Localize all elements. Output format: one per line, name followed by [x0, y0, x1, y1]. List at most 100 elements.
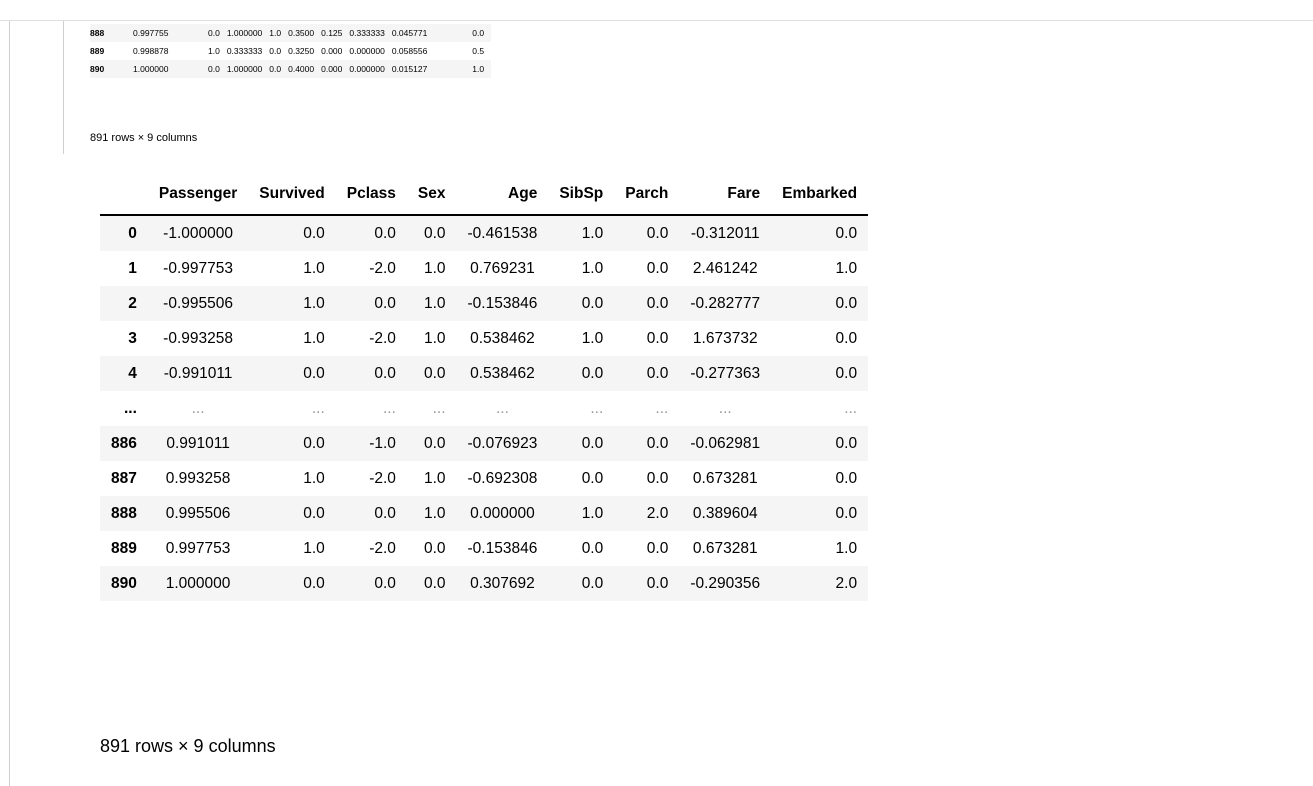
table-cell: 1.000000 — [219, 60, 263, 78]
table-cell: 1.000000 — [219, 24, 263, 42]
table-cell: 0.0 — [771, 215, 869, 251]
table-cell: 0.0 — [208, 60, 220, 78]
table-cell: -1.000000 — [147, 215, 249, 251]
table-row: 889 0.998878 1.0 0.333333 0.0 0.3250 0.000 0.00… — [90, 42, 491, 60]
table-cell: 2.461242 — [692, 259, 758, 277]
table-cell: ... — [590, 399, 604, 417]
table-cell: 1.673732 — [692, 329, 758, 347]
table-cell: 0.333333 — [342, 24, 385, 42]
table-cell: 0.4000 — [281, 60, 315, 78]
table-cell: -2.0 — [369, 539, 396, 557]
table-cell: 0.0 — [269, 46, 282, 56]
table-cell: 1.0 — [548, 215, 615, 251]
row-index: 888 — [100, 496, 148, 531]
table-cell: 0.3500 — [281, 24, 315, 42]
table-cell: -0.991011 — [147, 356, 249, 391]
table-cell: 0.0 — [406, 356, 457, 391]
table-cell: -0.153846 — [456, 286, 549, 321]
table-cell: -0.692308 — [467, 469, 538, 487]
output-prompt-border — [63, 21, 64, 154]
table-cell: ... — [311, 399, 325, 417]
table-cell: 0.000000 — [456, 496, 549, 531]
table-cell: -0.290356 — [679, 566, 772, 601]
table-cell: 0.5 — [472, 46, 485, 56]
table-cell: 0.0 — [771, 426, 869, 461]
table-cell: 0.769231 — [470, 259, 535, 277]
previous-dataframe-output: 888 0.997755 0.0 1.000000 1.0 0.3500 0.125 0.33… — [90, 24, 492, 78]
table-cell: -0.062981 — [679, 426, 772, 461]
table-cell: 0.0 — [548, 286, 615, 321]
table-row: 887 0.993258 1.0 -2.0 1.0 -0.692308 0.0 0.0 0.67… — [100, 461, 868, 496]
table-cell: 2.0 — [614, 496, 680, 531]
table-cell: 0.0 — [335, 496, 407, 531]
table-cell: 0.673281 — [692, 539, 758, 557]
table-cell: -0.993258 — [163, 329, 233, 347]
table-cell: 1.0 — [835, 259, 858, 277]
table-cell: 0.0 — [248, 215, 336, 251]
table-cell: 1.0 — [406, 496, 457, 531]
row-index: 889 — [90, 46, 105, 56]
table-cell: 0.333333 — [226, 46, 263, 56]
table-cell: 1.0 — [248, 286, 336, 321]
table-cell: 1.0 — [581, 329, 604, 347]
table-cell: 0.0 — [406, 426, 457, 461]
small-dataframe-table: 888 0.997755 0.0 1.000000 1.0 0.3500 0.125 0.33… — [90, 24, 492, 78]
table-cell: -2.0 — [369, 469, 396, 487]
table-cell: ... — [495, 399, 509, 417]
table-cell: -0.995506 — [147, 286, 249, 321]
column-header-sibsp: SibSp — [548, 173, 615, 216]
column-header-passenger: Passenger — [147, 173, 249, 216]
table-cell: 0.0 — [472, 24, 492, 42]
table-row: 0 -1.000000 0.0 0.0 0.0 -0.461538 1.0 0.0 -0.312… — [100, 215, 869, 251]
table-cell: 0.0 — [548, 566, 615, 601]
row-index: 886 — [100, 426, 148, 461]
table-cell: 0.0 — [406, 215, 457, 251]
table-cell: 0.0 — [646, 539, 669, 557]
table-cell: 1.000000 — [133, 60, 208, 78]
row-index: 0 — [100, 215, 148, 251]
table-cell: ... — [718, 399, 732, 417]
dataframe-output: Passenger Survived Pclass Sex Age SibSp Parch F… — [100, 173, 869, 601]
table-cell: 0.015127 — [384, 60, 473, 78]
table-cell: 0.538462 — [470, 329, 535, 347]
row-index: 887 — [111, 469, 137, 487]
dataframe-caption: 891 rows × 9 columns — [100, 736, 276, 756]
table-cell: 0.000 — [314, 60, 343, 78]
column-header-age: Age — [456, 173, 549, 216]
table-row: 889 0.997753 1.0 -2.0 0.0 -0.153846 0.0 0.0 0.67… — [100, 531, 868, 566]
row-index: ... — [123, 399, 137, 417]
table-row: 1 -0.997753 1.0 -2.0 1.0 0.769231 1.0 0.0 2.4612… — [100, 251, 868, 286]
column-header-pclass: Pclass — [335, 173, 407, 216]
table-cell: 0.0 — [646, 259, 669, 277]
row-index: 2 — [100, 286, 148, 321]
table-cell: -2.0 — [369, 259, 396, 277]
table-cell: 0.0 — [423, 539, 446, 557]
column-header-sex: Sex — [406, 173, 457, 216]
column-header-survived: Survived — [248, 173, 336, 216]
table-cell: 1.0 — [423, 329, 446, 347]
table-cell: 0.0 — [248, 356, 336, 391]
table-cell: 0.0 — [208, 24, 220, 42]
table-cell: 0.673281 — [692, 469, 758, 487]
table-cell: 0.0 — [614, 566, 680, 601]
table-cell: 0.0 — [548, 356, 615, 391]
row-index: 4 — [100, 356, 148, 391]
table-cell: 0.000000 — [349, 46, 385, 56]
table-cell: 1.0 — [581, 259, 604, 277]
table-cell: 0.000 — [321, 46, 343, 56]
table-cell: -1.0 — [335, 426, 407, 461]
table-cell: -0.076923 — [456, 426, 549, 461]
table-cell: 1.0 — [262, 24, 282, 42]
table-cell: 0.0 — [646, 469, 669, 487]
table-cell: 1.0 — [423, 469, 446, 487]
table-cell: 0.058556 — [391, 46, 428, 56]
table-cell: ... — [191, 399, 205, 417]
table-cell: ... — [844, 399, 858, 417]
table-cell: 0.991011 — [147, 426, 249, 461]
column-header-fare: Fare — [679, 173, 772, 216]
table-cell: 0.997753 — [165, 539, 231, 557]
table-cell: 0.0 — [548, 426, 615, 461]
table-row: 890 1.000000 0.0 1.000000 0.0 0.4000 0.000 0.00… — [90, 60, 492, 78]
table-cell: 0.0 — [614, 426, 680, 461]
table-cell: 0.997755 — [133, 24, 208, 42]
